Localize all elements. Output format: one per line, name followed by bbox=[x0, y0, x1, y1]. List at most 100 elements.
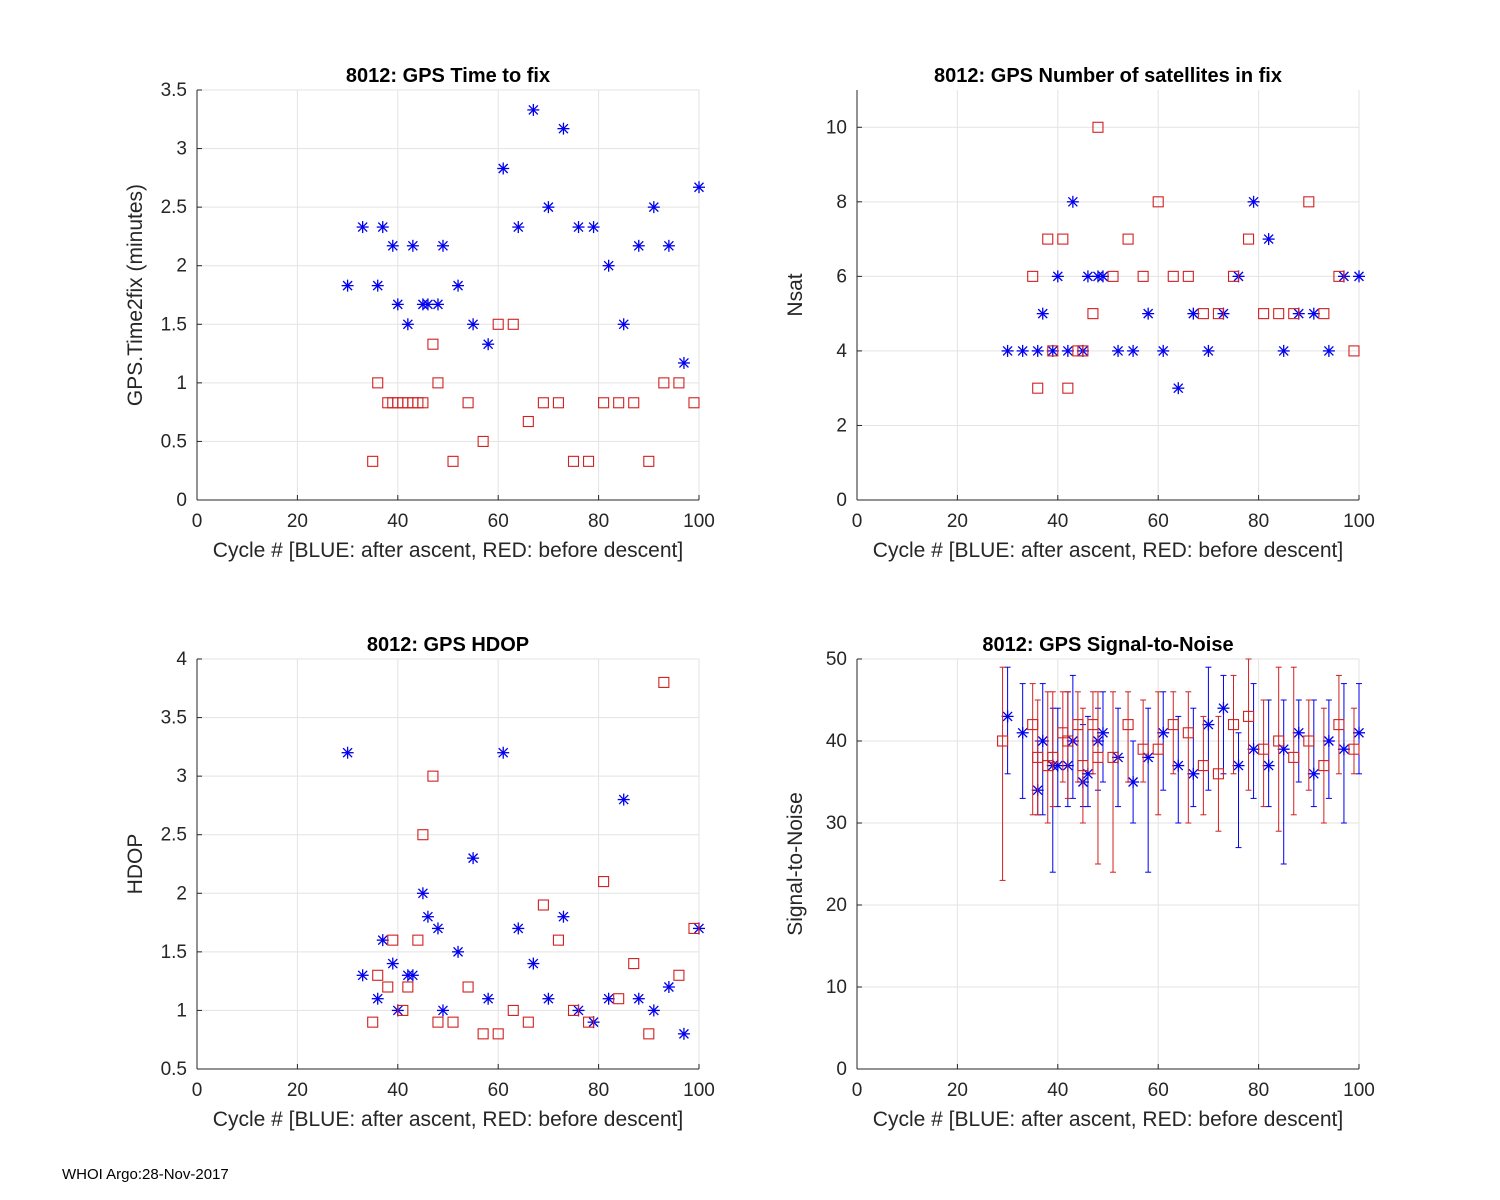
data-point-square bbox=[1062, 735, 1074, 747]
data-point-square bbox=[372, 969, 384, 981]
data-point-star bbox=[587, 221, 600, 234]
data-point-star bbox=[497, 746, 510, 759]
data-point-square bbox=[583, 1016, 595, 1028]
data-point-star bbox=[1051, 270, 1064, 283]
y-tick-label: 6 bbox=[836, 266, 847, 287]
data-point-square bbox=[1273, 735, 1285, 747]
data-point-square bbox=[1137, 270, 1149, 282]
data-point-star bbox=[647, 1004, 660, 1017]
data-point-star bbox=[376, 934, 389, 947]
data-point-star bbox=[632, 239, 645, 252]
data-point-star bbox=[1036, 735, 1049, 747]
data-point-square bbox=[427, 338, 439, 350]
x-tick-label: 20 bbox=[287, 511, 308, 532]
data-point-star bbox=[421, 298, 434, 311]
data-point-square bbox=[583, 455, 595, 467]
y-axis-label: Signal-to-Noise bbox=[784, 792, 807, 936]
data-point-square bbox=[367, 1016, 379, 1028]
data-point-star bbox=[452, 279, 465, 292]
data-point-square bbox=[1137, 743, 1149, 755]
data-point-star bbox=[497, 162, 510, 175]
data-point-square bbox=[673, 377, 685, 389]
x-tick-label: 100 bbox=[683, 1080, 715, 1101]
data-point-square bbox=[1197, 308, 1209, 320]
chart-panel-1: 0 20 40 60 80 100 0 0.5 1 1.5 2 2.5 3 3.5 8012: GPS Ti… bbox=[124, 65, 715, 562]
chart-title: 8012: GPS Time to fix bbox=[346, 65, 550, 87]
data-point-square bbox=[598, 876, 610, 888]
data-point-square bbox=[372, 377, 384, 389]
data-point-star bbox=[341, 279, 354, 292]
x-tick-label: 0 bbox=[192, 1080, 203, 1101]
data-point-square bbox=[1047, 751, 1059, 763]
data-point-square bbox=[462, 981, 474, 993]
data-point-square bbox=[412, 934, 424, 946]
x-tick-label: 60 bbox=[488, 511, 509, 532]
x-axis-label: Cycle # [BLUE: after ascent, RED: before… bbox=[213, 1108, 683, 1131]
data-point-star bbox=[602, 992, 615, 1005]
y-tick-label: 10 bbox=[826, 977, 847, 998]
data-point-star bbox=[1322, 735, 1335, 747]
data-point-star bbox=[467, 318, 480, 331]
y-tick-label: 4 bbox=[836, 341, 847, 362]
series-red bbox=[367, 318, 700, 467]
data-point-star bbox=[1217, 702, 1230, 715]
data-point-star bbox=[1016, 344, 1029, 357]
data-point-star bbox=[1202, 344, 1215, 357]
data-point-square bbox=[997, 735, 1009, 747]
y-tick-label: 3.5 bbox=[161, 708, 187, 729]
data-point-star bbox=[557, 122, 570, 135]
data-point-square bbox=[658, 377, 670, 389]
data-point-square bbox=[367, 455, 379, 467]
data-point-square bbox=[432, 377, 444, 389]
y-tick-label: 20 bbox=[826, 895, 847, 916]
data-point-star bbox=[1307, 767, 1320, 780]
x-tick-label: 100 bbox=[683, 511, 715, 532]
data-point-star bbox=[401, 318, 414, 331]
data-point-star bbox=[431, 922, 444, 935]
data-point-square bbox=[522, 1016, 534, 1028]
data-point-square bbox=[492, 1028, 504, 1040]
data-point-star bbox=[1112, 344, 1125, 357]
data-point-square bbox=[1258, 308, 1270, 320]
y-tick-label: 8 bbox=[836, 192, 847, 213]
data-point-star bbox=[1157, 344, 1170, 357]
data-point-square bbox=[613, 397, 625, 409]
data-point-square bbox=[598, 397, 610, 409]
data-point-square bbox=[537, 899, 549, 911]
y-axis-label: GPS.Time2fix (minutes) bbox=[124, 184, 147, 406]
data-point-star bbox=[1232, 759, 1245, 772]
data-point-star bbox=[1187, 767, 1200, 780]
data-point-square bbox=[417, 397, 429, 409]
x-tick-label: 0 bbox=[192, 511, 203, 532]
data-point-star bbox=[371, 279, 384, 292]
data-point-star bbox=[1172, 759, 1185, 772]
x-tick-label: 20 bbox=[947, 511, 968, 532]
data-point-square bbox=[1212, 308, 1224, 320]
data-point-square bbox=[447, 1016, 459, 1028]
data-point-square bbox=[1258, 743, 1270, 755]
y-tick-label: 0 bbox=[176, 490, 187, 511]
x-tick-label: 80 bbox=[588, 1080, 609, 1101]
y-axis-label: HDOP bbox=[124, 834, 147, 895]
series-red bbox=[367, 676, 700, 1040]
data-point-square bbox=[1182, 270, 1194, 282]
series-red bbox=[1027, 121, 1360, 394]
x-tick-label: 60 bbox=[1148, 1080, 1169, 1101]
data-point-star bbox=[1016, 726, 1029, 739]
y-tick-label: 1.5 bbox=[161, 314, 187, 335]
data-point-square bbox=[1122, 233, 1134, 245]
data-point-star bbox=[512, 221, 525, 234]
data-point-square bbox=[1092, 751, 1104, 763]
y-tick-label: 3 bbox=[176, 766, 187, 787]
data-point-star bbox=[1337, 743, 1350, 756]
data-point-star bbox=[693, 181, 705, 194]
data-point-star bbox=[356, 221, 369, 234]
data-point-square bbox=[1092, 121, 1104, 133]
data-point-square bbox=[613, 993, 625, 1005]
data-point-star bbox=[467, 852, 480, 865]
plot-area bbox=[197, 659, 699, 1069]
data-point-star bbox=[1262, 233, 1275, 246]
data-point-square bbox=[477, 435, 489, 447]
y-tick-label: 2 bbox=[176, 256, 187, 277]
